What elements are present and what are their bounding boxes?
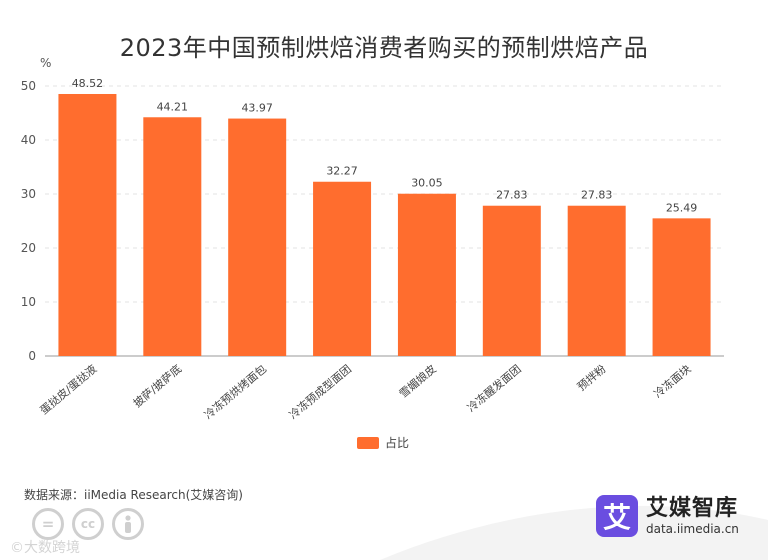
bar — [143, 117, 202, 357]
bar — [313, 181, 372, 356]
bars — [58, 93, 711, 357]
x-tick-label: 冷冻面块 — [651, 362, 694, 401]
data-label: 30.05 — [411, 177, 443, 190]
cc-by-person-icon — [112, 508, 144, 540]
chart-title: 2023年中国预制烘焙消费者购买的预制烘焙产品 — [119, 34, 649, 62]
y-tick-label: 40 — [21, 133, 36, 147]
brand-url: data.iimedia.cn — [646, 522, 739, 536]
y-tick-label: 30 — [21, 187, 36, 201]
y-axis-unit: % — [40, 56, 51, 70]
data-label: 48.52 — [72, 77, 104, 90]
bar — [652, 218, 711, 356]
x-tick-label: 蛋挞皮/蛋挞液 — [37, 362, 99, 418]
legend-label: 占比 — [385, 436, 410, 450]
cc-license-icons: = cc — [32, 508, 144, 540]
x-tick-label: 雪媚娘皮 — [396, 362, 439, 401]
source-note: 数据来源：iiMedia Research(艾媒咨询) — [24, 488, 243, 502]
legend: 占比 — [357, 434, 409, 451]
y-tick-label: 50 — [21, 79, 36, 93]
data-label: 25.49 — [666, 201, 698, 214]
decorative-swoosh — [380, 505, 768, 560]
data-label: 27.83 — [581, 189, 613, 202]
x-tick-label: 披萨/披萨底 — [130, 362, 184, 410]
value-labels: 48.52 44.21 43.97 32.27 30.05 27.83 27.83 25.49 — [72, 77, 698, 214]
y-tick-label: 10 — [21, 295, 36, 309]
bar — [58, 93, 117, 356]
legend-swatch — [357, 436, 379, 449]
x-tick-label: 冷冻预成型面团 — [286, 362, 354, 422]
data-label: 43.97 — [241, 102, 273, 115]
brand-logo-icon: 艾 — [596, 495, 638, 537]
watermark: ©大数跨境 — [10, 540, 80, 556]
x-tick-label: 预拌粉 — [574, 362, 608, 394]
bar-chart: 0 10 20 30 40 50% 48.52 44.21 43.97 32.27 30.05 27… — [21, 56, 724, 422]
cc-icon: cc — [72, 508, 104, 540]
data-label: 44.21 — [157, 100, 189, 113]
x-axis-labels: 蛋挞皮/蛋挞液 披萨/披萨底 冷冻预烘烤面包 冷冻预成型面团 雪媚娘皮 冷冻醒发面团 预拌粉… — [37, 362, 694, 422]
bar — [228, 118, 287, 356]
data-label: 32.27 — [326, 165, 358, 178]
cc-nd-icon: = — [32, 508, 64, 540]
bar — [567, 205, 626, 356]
brand-block: 艾 艾媒智库 data.iimedia.cn — [596, 495, 739, 537]
brand-name: 艾媒智库 — [646, 496, 739, 521]
y-tick-label: 20 — [21, 241, 36, 255]
x-tick-label: 冷冻醒发面团 — [464, 362, 524, 415]
bar — [397, 193, 456, 356]
data-label: 27.83 — [496, 189, 528, 202]
x-tick-label: 冷冻预烘烤面包 — [201, 362, 269, 422]
y-axis: 0 10 20 30 40 50% — [21, 56, 724, 363]
y-tick-label: 0 — [28, 349, 36, 363]
bar — [482, 205, 541, 356]
